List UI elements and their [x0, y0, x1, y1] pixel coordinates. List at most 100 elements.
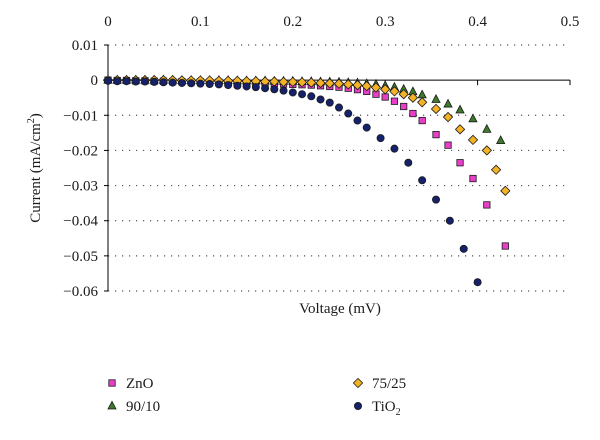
legend-item: 75/25 — [352, 376, 406, 392]
legend-marker — [107, 400, 117, 410]
data-point — [496, 135, 506, 144]
data-point — [416, 97, 428, 108]
legend-label: 75/25 — [372, 376, 406, 392]
data-point — [398, 89, 409, 100]
data-point — [353, 116, 362, 125]
data-point — [361, 80, 372, 92]
data-point — [430, 103, 442, 115]
data-point — [334, 103, 343, 112]
data-point — [344, 109, 353, 118]
data-point — [287, 76, 298, 88]
data-point — [445, 216, 454, 225]
data-point — [483, 201, 491, 209]
data-point — [454, 124, 466, 135]
x-tick-label: 0.5 — [561, 14, 580, 30]
data-point — [376, 134, 385, 143]
legend-label: ZnO — [126, 376, 154, 392]
data-point — [325, 98, 334, 107]
y-axis-ticks: 0.01 0 −0.01 −0.02 −0.03 −0.04 −0.05 −0.06 — [63, 38, 108, 300]
gridlines — [108, 44, 570, 292]
data-point — [270, 85, 279, 94]
x-axis-ticks: 0 0.1 0.2 0.3 0.4 0.5 — [104, 14, 580, 86]
legend-marker — [352, 377, 364, 389]
legend-item: TiO2 — [353, 399, 401, 418]
data-point — [390, 97, 399, 105]
data-point — [187, 79, 196, 88]
data-point — [432, 131, 440, 139]
data-point — [443, 98, 453, 108]
y-tick-label: −0.04 — [63, 214, 98, 230]
data-point — [431, 94, 441, 103]
legend-item: 90/10 — [107, 399, 160, 415]
legend-label: TiO2 — [372, 399, 401, 418]
series-3 — [104, 76, 482, 287]
data-point — [113, 77, 122, 86]
x-tick-label: 0.1 — [191, 14, 210, 30]
y-axis-label: Current (mA/cm2) — [26, 113, 44, 223]
data-point — [205, 80, 214, 89]
data-point — [159, 78, 168, 87]
data-point — [131, 77, 140, 86]
data-point — [473, 278, 482, 287]
data-point — [296, 77, 308, 88]
legend-item: ZnO — [108, 376, 154, 392]
data-point — [251, 83, 260, 92]
data-point — [288, 88, 297, 97]
data-point — [352, 79, 363, 91]
y-tick-label: 0.01 — [72, 38, 98, 54]
data-point — [150, 77, 159, 86]
data-point — [442, 111, 454, 123]
data-point — [418, 176, 427, 185]
data-point — [233, 81, 242, 90]
data-points — [102, 74, 511, 287]
data-point — [444, 141, 452, 149]
data-point — [307, 92, 316, 101]
data-point — [315, 77, 326, 89]
data-point — [261, 84, 270, 93]
data-point — [380, 84, 391, 95]
series-2 — [102, 74, 511, 197]
data-point — [306, 77, 317, 88]
data-point — [490, 164, 502, 175]
data-point — [468, 113, 478, 123]
data-point — [390, 144, 399, 153]
data-point — [481, 145, 493, 156]
data-point — [279, 86, 288, 95]
data-point — [482, 123, 492, 133]
data-point — [500, 185, 511, 197]
data-point — [469, 174, 477, 183]
data-point — [370, 82, 382, 93]
y-tick-label: −0.03 — [63, 179, 98, 195]
data-point — [501, 242, 509, 250]
data-point — [324, 78, 335, 89]
data-point — [459, 244, 468, 253]
y-tick-label: −0.01 — [63, 108, 98, 124]
x-tick-label: 0 — [104, 14, 112, 30]
data-point — [196, 79, 205, 88]
data-point — [316, 95, 325, 104]
data-point — [409, 109, 417, 118]
y-tick-label: −0.02 — [63, 143, 98, 159]
data-point — [404, 158, 413, 167]
data-point — [455, 104, 465, 114]
x-tick-label: 0.4 — [468, 14, 487, 30]
data-point — [418, 116, 426, 125]
data-point — [362, 123, 371, 132]
data-point — [381, 93, 389, 101]
y-tick-label: −0.06 — [63, 284, 98, 300]
x-axis-label: Voltage (mV) — [299, 301, 381, 317]
data-point — [417, 89, 427, 99]
data-point — [407, 92, 419, 103]
data-point — [168, 78, 177, 87]
data-point — [343, 79, 354, 90]
legend-label: 90/10 — [126, 399, 160, 415]
data-point — [214, 80, 223, 89]
data-point — [224, 81, 233, 90]
data-point — [333, 78, 345, 89]
data-point — [389, 86, 400, 97]
data-point — [177, 78, 186, 87]
legend-marker — [108, 379, 116, 387]
legend: ZnO 90/10 75/25 TiO2 — [107, 376, 406, 418]
y-tick-label: −0.05 — [63, 249, 98, 265]
